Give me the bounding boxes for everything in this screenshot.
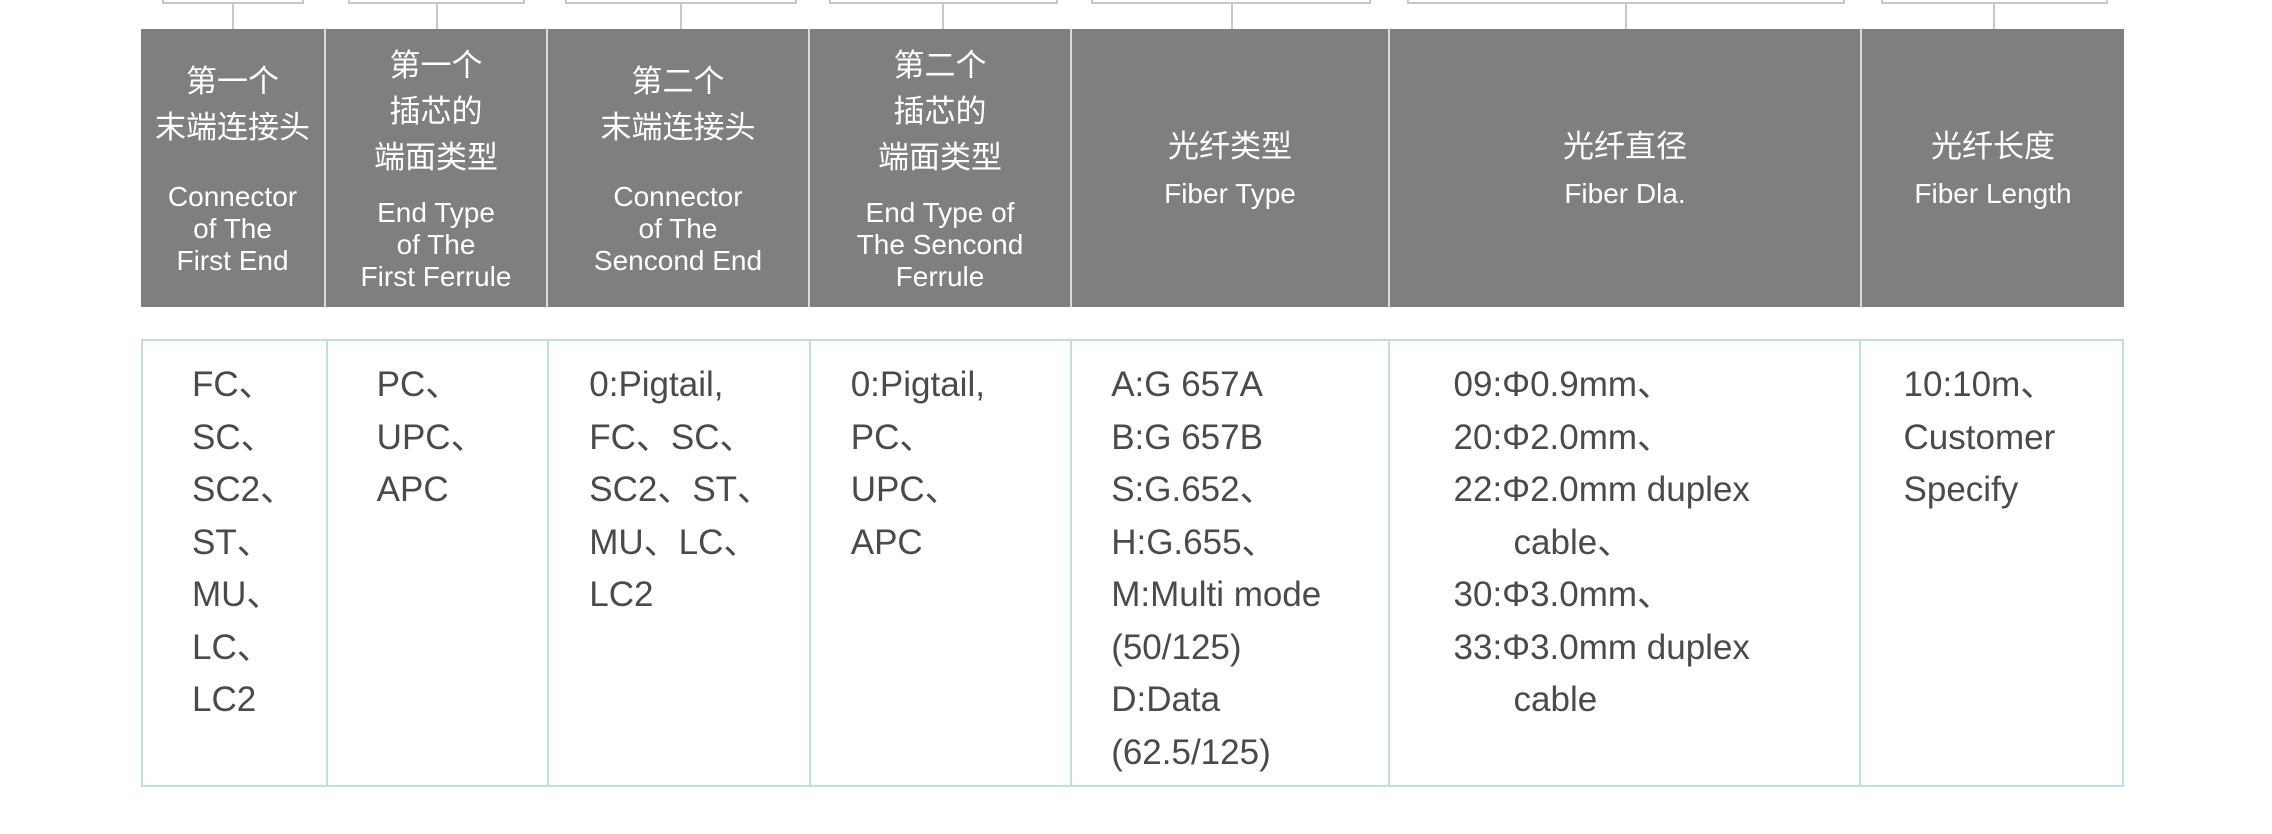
option-value: 33:Φ3.0mm duplex — [1453, 627, 1750, 667]
option-value: FC、 — [192, 365, 274, 404]
header-end-type-second-ferrule: 第二个插芯的端面类型 End Type of The Sencond Ferrule — [810, 29, 1072, 307]
cell-connector-first-end: FC、 SC、 SC2、 ST、 MU、 LC、 LC2 — [143, 341, 328, 785]
option-value: LC、 — [192, 627, 272, 667]
header-fiber-length: 光纤长度 Fiber Length — [1862, 29, 2124, 307]
header-en: Fiber Length — [1914, 178, 2072, 209]
header-cn: 插芯的 — [389, 94, 483, 129]
option-value: LC2 — [589, 575, 654, 614]
header-end-type-first-ferrule: 第一个插芯的端面类型 End Type of The First Ferrule — [326, 29, 548, 307]
option-value: MU、 — [192, 575, 282, 614]
header-en: Ferrule — [895, 261, 985, 292]
option-value: APC — [376, 470, 449, 509]
header-fiber-diameter: 光纤直径 Fiber Dla. — [1390, 29, 1862, 307]
option-value: cable、 — [1513, 522, 1633, 562]
connector-line — [232, 4, 234, 29]
option-value: APC — [850, 522, 923, 562]
header-en: First End — [176, 245, 289, 276]
option-value: 10:10m、 — [1903, 365, 2056, 404]
header-connector-first-end: 第一个末端连接头 Connector of The First End — [141, 29, 326, 307]
option-value: UPC、 — [376, 417, 486, 457]
header-cn: 第二个 — [893, 48, 987, 83]
option-value: 09:Φ0.9mm、 — [1453, 365, 1673, 404]
option-value: Customer — [1903, 417, 2056, 457]
connector-line — [436, 4, 438, 29]
header-en: End Type — [377, 197, 495, 228]
header-cn: 光纤长度 — [1931, 129, 2055, 164]
connector-line — [942, 4, 944, 29]
header-cn: 端面类型 — [374, 140, 498, 175]
option-value: cable — [1513, 680, 1598, 719]
option-value: (62.5/125) — [1111, 732, 1271, 772]
header-cn: 光纤直径 — [1563, 129, 1687, 164]
option-value: S:G.652、 — [1111, 470, 1275, 509]
header-cn: 第一个 — [389, 48, 483, 83]
cell-connector-second-end: 0:Pigtail, FC、SC、 SC2、ST、 MU、LC、 LC2 — [549, 341, 811, 785]
connector-line — [1625, 4, 1627, 29]
header-cn: 端面类型 — [878, 140, 1002, 175]
connector-line — [680, 4, 682, 29]
option-value: 0:Pigtail, — [850, 365, 985, 404]
option-value: B:G 657B — [1111, 417, 1263, 457]
connector-line — [1993, 4, 1995, 29]
option-value: MU、LC、 — [589, 522, 759, 562]
option-value: D:Data — [1111, 680, 1221, 719]
header-cn: 末端连接头 — [155, 110, 310, 145]
option-value: PC、 — [850, 417, 935, 457]
code-box-7 — [1881, 0, 2108, 4]
option-value: PC、 — [376, 365, 461, 404]
option-value: SC、 — [192, 417, 276, 457]
header-cn: 第一个 — [186, 64, 279, 99]
option-value: 22:Φ2.0mm duplex — [1453, 470, 1750, 509]
header-en: Connector — [613, 181, 743, 212]
option-value: H:G.655、 — [1111, 522, 1277, 562]
spec-table-header: 第一个 末端连接头 Connector of The First End 第一个 插芯的… — [141, 29, 2124, 307]
option-value: 30:Φ3.0mm、 — [1453, 575, 1673, 614]
option-value: M:Multi mode — [1111, 575, 1322, 614]
option-value: (50/125) — [1111, 627, 1242, 667]
cell-fiber-type: A:G 657A B:G 657B S:G.652、 H:G.655、 M:Mu… — [1072, 341, 1390, 785]
option-value: 0:Pigtail, — [589, 365, 724, 404]
header-cn: 末端连接头 — [600, 110, 756, 145]
code-box-6 — [1407, 0, 1845, 4]
header-en: of The — [396, 229, 476, 260]
cell-end-type-first-ferrule: PC、 UPC、 APC — [328, 341, 550, 785]
header-en: of The — [638, 213, 718, 244]
header-fiber-type: 光纤类型 Fiber Type — [1072, 29, 1390, 307]
header-en: Connector — [167, 181, 298, 212]
header-en: First Ferrule — [360, 261, 512, 292]
cell-fiber-length: 10:10m、 Customer Specify — [1861, 341, 2122, 785]
header-cn: 插芯的 — [893, 94, 987, 129]
option-value: SC2、ST、 — [589, 470, 773, 509]
header-en: Fiber Dla. — [1564, 178, 1686, 209]
option-value: LC2 — [192, 680, 257, 719]
connector-line — [1231, 4, 1233, 29]
code-box-3 — [565, 0, 797, 4]
spec-table-body: FC、 SC、 SC2、 ST、 MU、 LC、 LC2 PC、 UPC、 AP… — [141, 339, 2124, 787]
header-cn: 第二个 — [631, 64, 725, 99]
option-value: 20:Φ2.0mm、 — [1453, 417, 1673, 457]
header-en: of The — [193, 213, 272, 244]
code-box-5 — [1091, 0, 1371, 4]
code-box-4 — [829, 0, 1058, 4]
option-value: Specify — [1903, 470, 2019, 509]
code-box-2 — [348, 0, 525, 4]
cell-end-type-second-ferrule: 0:Pigtail, PC、 UPC、 APC — [811, 341, 1073, 785]
header-en: End Type of — [865, 197, 1015, 228]
option-value: FC、SC、 — [589, 417, 755, 457]
header-connector-second-end: 第二个末端连接头 Connector of The Sencond End — [548, 29, 810, 307]
header-en: Fiber Type — [1164, 178, 1296, 209]
option-value: A:G 657A — [1111, 365, 1263, 404]
option-value: ST、 — [192, 522, 272, 562]
header-en: Sencond End — [593, 245, 763, 276]
option-value: UPC、 — [850, 470, 960, 509]
option-value: SC2、 — [192, 470, 296, 509]
header-cn: 光纤类型 — [1168, 129, 1292, 164]
header-en: The Sencond — [856, 229, 1024, 260]
cell-fiber-diameter: 09:Φ0.9mm、 20:Φ2.0mm、 22:Φ2.0mm duplex c… — [1390, 341, 1861, 785]
code-box-1 — [162, 0, 304, 4]
